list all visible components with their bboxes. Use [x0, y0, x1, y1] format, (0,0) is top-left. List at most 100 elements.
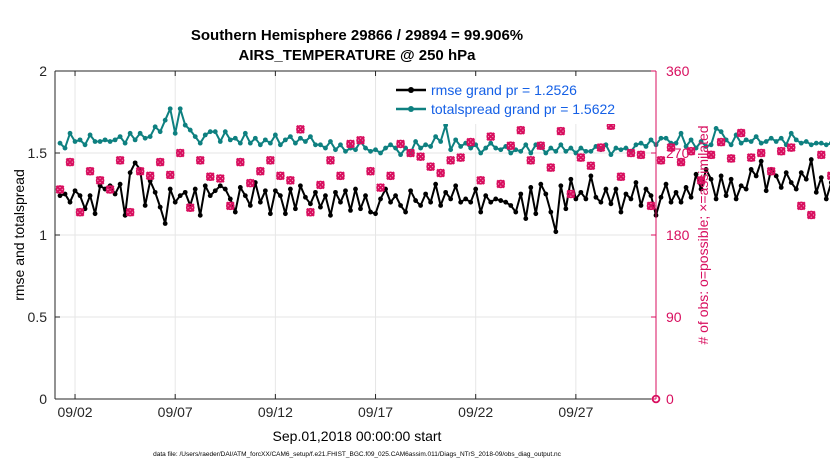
obs-assimilated-marker — [426, 162, 436, 172]
series-0-point — [633, 180, 639, 185]
obs-assimilated-marker — [175, 148, 185, 158]
obs-possible-marker — [135, 166, 145, 176]
obs-assimilated-marker — [586, 161, 596, 171]
y-axis-label: rmse and totalspread — [11, 169, 27, 301]
obs-possible-marker — [746, 153, 756, 162]
obs-assimilated-marker — [596, 143, 606, 152]
series-1-point — [488, 140, 494, 146]
obs-possible-marker — [586, 161, 596, 171]
series-0-point — [97, 183, 103, 189]
series-0-point — [503, 199, 509, 205]
x-tick-label: 09/22 — [458, 404, 493, 420]
series-1-point — [453, 137, 459, 143]
obs-assimilated-stroke — [506, 141, 516, 151]
series-0-point — [458, 199, 464, 205]
series-0-point — [303, 194, 308, 200]
series-1-point — [638, 140, 644, 146]
obs-assimilated-marker — [95, 175, 105, 185]
obs-assimilated-marker — [496, 179, 506, 189]
obs-assimilated-stroke — [546, 163, 556, 172]
series-1-point — [793, 137, 799, 143]
series-1-point — [523, 142, 529, 148]
obs-possible-marker — [125, 207, 135, 217]
series-0-point — [262, 188, 268, 194]
obs-assimilated-marker — [115, 155, 125, 165]
series-0-point — [738, 183, 744, 189]
series-0-point — [468, 199, 474, 205]
series-0-point — [643, 186, 649, 192]
obs-possible-marker — [416, 152, 425, 161]
obs-possible-marker — [686, 146, 696, 156]
series-0-point — [543, 191, 549, 197]
obs-assimilated-stroke — [776, 146, 786, 156]
series-0-point — [282, 211, 288, 217]
obs-assimilated-marker — [686, 146, 696, 156]
obs-assimilated-marker — [636, 150, 646, 160]
series-1-point — [808, 142, 814, 148]
series-1-point — [448, 147, 454, 153]
series-0-point — [117, 181, 123, 187]
series-1-point — [368, 148, 373, 154]
obs-assimilated-marker — [796, 201, 806, 211]
series-1-point — [318, 142, 323, 148]
obs-assimilated-stroke — [326, 155, 335, 165]
obs-assimilated-stroke — [356, 135, 365, 145]
series-0-point — [257, 199, 263, 205]
obs-possible-marker — [316, 180, 325, 190]
series-0-point — [478, 209, 484, 215]
x-tick-label: 09/12 — [258, 404, 293, 420]
series-1-point — [87, 132, 93, 138]
obs-assimilated-stroke — [416, 152, 425, 162]
obs-assimilated-stroke — [826, 175, 830, 181]
series-0-point — [598, 199, 604, 205]
series-0-point — [513, 209, 519, 215]
obs-possible-marker — [696, 176, 706, 185]
series-1-point — [197, 140, 203, 146]
series-1-point — [82, 142, 88, 148]
obs-assimilated-stroke — [576, 153, 586, 162]
obs-possible-marker — [326, 155, 335, 165]
series-0-point — [373, 211, 378, 217]
obs-assimilated-marker — [376, 183, 385, 193]
series-0-point — [578, 189, 584, 195]
series-1-point — [207, 129, 213, 135]
obs-possible-marker — [205, 172, 215, 181]
series-0-point — [523, 216, 529, 222]
y-tick-label: 0 — [39, 391, 47, 407]
series-1-point — [768, 135, 774, 141]
obs-assimilated-marker — [536, 141, 546, 151]
obs-assimilated-stroke — [706, 150, 716, 160]
obs-assimilated-stroke — [306, 207, 315, 217]
series-1-point — [338, 142, 343, 148]
series-1-point — [67, 130, 73, 136]
series-1-point — [613, 145, 619, 151]
series-0-point — [318, 204, 323, 210]
obs-assimilated-marker — [736, 128, 746, 138]
series-1-point — [433, 134, 439, 140]
obs-assimilated-stroke — [596, 143, 606, 152]
series-0-point — [57, 193, 63, 199]
obs-assimilated-marker — [105, 185, 115, 194]
series-0-point — [678, 199, 684, 205]
obs-assimilated-marker — [776, 146, 786, 156]
series-1-point — [167, 106, 173, 112]
obs-assimilated-stroke — [396, 139, 405, 149]
y2-tick-label: 360 — [666, 63, 690, 79]
series-0-point — [403, 209, 408, 215]
series-1-point — [308, 134, 313, 140]
obs-assimilated-stroke — [426, 162, 436, 172]
series-1-point — [643, 144, 649, 149]
series-0-point — [463, 196, 469, 202]
obs-assimilated-stroke — [636, 150, 646, 160]
series-1-point — [478, 150, 484, 156]
series-1-point — [257, 142, 263, 148]
series-1-point — [583, 148, 589, 154]
obs-assimilated-marker — [245, 178, 255, 188]
obs-possible-marker — [65, 157, 75, 167]
series-0-point — [217, 183, 223, 189]
obs-assimilated-stroke — [225, 201, 235, 211]
obs-assimilated-stroke — [486, 132, 496, 141]
obs-assimilated-stroke — [406, 148, 415, 158]
series-0-point — [533, 211, 539, 217]
obs-assimilated-stroke — [135, 166, 145, 176]
